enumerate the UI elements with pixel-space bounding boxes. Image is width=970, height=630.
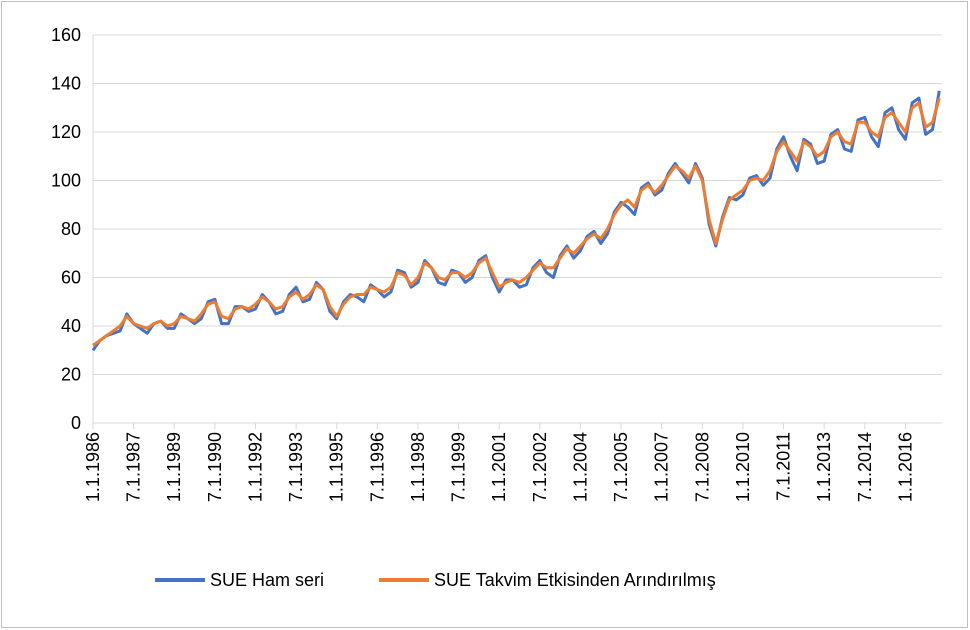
x-tick-label: 1.1.2013 xyxy=(814,432,834,502)
x-tick-label: 7.1.1999 xyxy=(449,432,469,502)
x-tick-label: 7.1.2002 xyxy=(530,432,550,502)
x-tick-label: 1.1.2007 xyxy=(652,432,672,502)
x-tick-label: 7.1.2005 xyxy=(611,432,631,502)
x-tick-label: 1.1.1989 xyxy=(164,432,184,502)
x-tick-label: 7.1.2008 xyxy=(692,432,712,502)
x-tick-label: 1.1.1998 xyxy=(408,432,428,502)
x-tick-label: 1.1.2001 xyxy=(489,432,509,502)
x-tick-label: 7.1.2011 xyxy=(774,432,794,501)
series-line xyxy=(92,97,941,347)
x-tick-label: 1.1.2016 xyxy=(895,432,915,502)
y-tick-label: 100 xyxy=(51,171,81,191)
y-tick-label: 20 xyxy=(61,365,81,385)
x-tick-label: 1.1.1995 xyxy=(327,432,347,502)
legend-label: SUE Ham seri xyxy=(210,570,324,590)
x-tick-label: 1.1.2010 xyxy=(733,432,753,502)
y-tick-label: 160 xyxy=(51,25,81,45)
legend-label: SUE Takvim Etkisinden Arındırılmış xyxy=(434,570,716,590)
y-tick-label: 60 xyxy=(61,268,81,288)
x-tick-label: 7.1.1993 xyxy=(286,432,306,502)
x-tick-label: 7.1.1987 xyxy=(124,432,144,502)
y-tick-label: 80 xyxy=(61,219,81,239)
y-tick-label: 120 xyxy=(51,122,81,142)
x-tick-label: 1.1.1992 xyxy=(245,432,265,502)
x-tick-label: 1.1.2004 xyxy=(570,432,590,502)
x-tick-label: 1.1.1986 xyxy=(83,432,103,502)
y-tick-label: 40 xyxy=(61,316,81,336)
y-tick-label: 140 xyxy=(51,74,81,94)
x-tick-label: 7.1.1996 xyxy=(367,432,387,502)
y-tick-label: 0 xyxy=(71,413,81,433)
x-tick-label: 7.1.2014 xyxy=(855,432,875,502)
x-tick-label: 7.1.1990 xyxy=(205,432,225,502)
